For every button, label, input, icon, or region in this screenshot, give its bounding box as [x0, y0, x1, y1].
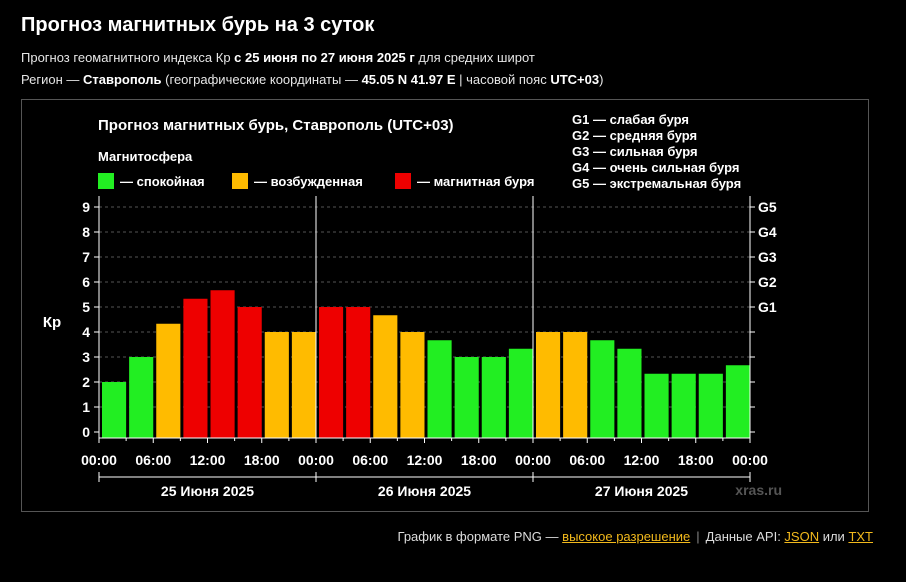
page-title: Прогноз магнитных бурь на 3 суток	[21, 14, 375, 36]
bar-18	[590, 340, 615, 438]
x-tick-label-3: 18:00	[244, 452, 280, 468]
forecast-period: с 25 июня по 27 июня 2025 г	[234, 50, 415, 65]
kp-forecast-chart: Прогноз магнитных бурь, Ставрополь (UTC+…	[43, 112, 782, 499]
bar-20	[644, 373, 669, 438]
y-tick-label-3: 3	[82, 349, 90, 365]
legend-label-0: — спокойная	[120, 174, 205, 189]
bar-12	[427, 340, 452, 438]
x-tick-label-7: 18:00	[461, 452, 497, 468]
bar-7	[291, 332, 316, 438]
y-tick-label-7: 7	[82, 249, 90, 265]
bar-0	[102, 382, 127, 438]
x-tick-label-2: 12:00	[190, 452, 226, 468]
bar-6	[264, 332, 289, 438]
bar-10	[373, 315, 398, 438]
bar-19	[617, 348, 642, 438]
bar-1	[129, 357, 154, 438]
bar-8	[319, 307, 344, 438]
y-tick-label-6: 6	[82, 274, 90, 290]
y-tick-label-4: 4	[82, 324, 90, 340]
watermark: xras.ru	[735, 482, 782, 498]
y-tick-label-8: 8	[82, 224, 90, 240]
bar-15	[508, 348, 533, 438]
legend-label-1: — возбужденная	[254, 174, 363, 189]
bar-22	[698, 373, 723, 438]
x-tick-label-1: 06:00	[135, 452, 171, 468]
api-json-link[interactable]: JSON	[784, 529, 820, 544]
g-level-label-G1: G1	[758, 299, 777, 315]
forecast-period-line: Прогноз геомагнитного индекса Кр с 25 ию…	[21, 50, 535, 65]
region-coords: 45.05 N 41.97 E	[361, 72, 456, 87]
legend-swatch-2	[395, 173, 411, 189]
y-axis-label: Кр	[43, 314, 61, 331]
png-high-res-link[interactable]: высокое разрешение	[562, 529, 691, 544]
legend-label-2: — магнитная буря	[417, 174, 534, 189]
bar-13	[454, 357, 479, 438]
bars	[102, 290, 750, 438]
legend-item-0: — спокойная	[98, 173, 205, 189]
chart-frame: Прогноз магнитных бурь, Ставрополь (UTC+…	[21, 99, 869, 512]
x-tick-label-10: 12:00	[624, 452, 660, 468]
legend-item-1: — возбужденная	[232, 173, 363, 189]
day-label-1: 26 Июня 2025	[378, 483, 471, 499]
x-tick-label-0: 00:00	[81, 452, 117, 468]
bar-23	[725, 365, 750, 438]
g-scale-item-2: G2 — средняя буря	[572, 128, 697, 143]
bar-16	[536, 332, 561, 438]
bar-2	[156, 323, 181, 438]
y-tick-label-5: 5	[82, 299, 90, 315]
bar-9	[346, 307, 371, 438]
x-tick-label-5: 06:00	[352, 452, 388, 468]
region-timezone: UTC+03	[550, 72, 600, 87]
legend-title: Магнитосфера	[98, 149, 193, 164]
x-tick-label-8: 00:00	[515, 452, 551, 468]
footer: График в формате PNG — высокое разрешени…	[397, 529, 873, 544]
x-tick-label-6: 12:00	[407, 452, 443, 468]
g-scale-item-3: G3 — сильная буря	[572, 144, 698, 159]
day-label-0: 25 Июня 2025	[161, 483, 254, 499]
g-level-label-G4: G4	[758, 224, 777, 240]
day-label-2: 27 Июня 2025	[595, 483, 688, 499]
x-tick-label-12: 00:00	[732, 452, 768, 468]
g-level-label-G5: G5	[758, 199, 777, 215]
y-tick-label-2: 2	[82, 374, 90, 390]
y-tick-label-9: 9	[82, 199, 90, 215]
y-tick-label-1: 1	[82, 399, 90, 415]
x-tick-label-4: 00:00	[298, 452, 334, 468]
region-city: Ставрополь	[82, 72, 162, 87]
legend-item-2: — магнитная буря	[395, 173, 534, 189]
x-tick-label-11: 18:00	[678, 452, 714, 468]
legend-swatch-0	[98, 173, 114, 189]
legend: — спокойная — возбужденная — магнитная бур…	[98, 173, 534, 189]
g-level-label-G2: G2	[758, 274, 777, 290]
g-scale-item-4: G4 — очень сильная буря	[572, 160, 739, 175]
bar-17	[563, 332, 588, 438]
chart-title: Прогноз магнитных бурь, Ставрополь (UTC+…	[98, 117, 454, 134]
bar-5	[237, 307, 262, 438]
g-scale-item-1: G1 — слабая буря	[572, 112, 689, 127]
bar-11	[400, 332, 425, 438]
api-txt-link[interactable]: TXT	[848, 529, 873, 544]
legend-swatch-1	[232, 173, 248, 189]
g-scale-item-5: G5 — экстремальная буря	[572, 176, 741, 191]
bar-14	[481, 357, 506, 438]
bar-3	[183, 298, 208, 438]
axes: 0 1 2 3 4 5 6 7 8 9 G1 G2 G3 G4 G5 00:00 06:00 12:00 18:00…	[81, 196, 777, 499]
bar-21	[671, 373, 696, 438]
g-level-label-G3: G3	[758, 249, 777, 265]
region-line: Регион — Ставрополь (географические коор…	[21, 72, 604, 87]
bar-4	[210, 290, 235, 438]
y-tick-label-0: 0	[82, 424, 90, 440]
x-tick-label-9: 06:00	[569, 452, 605, 468]
